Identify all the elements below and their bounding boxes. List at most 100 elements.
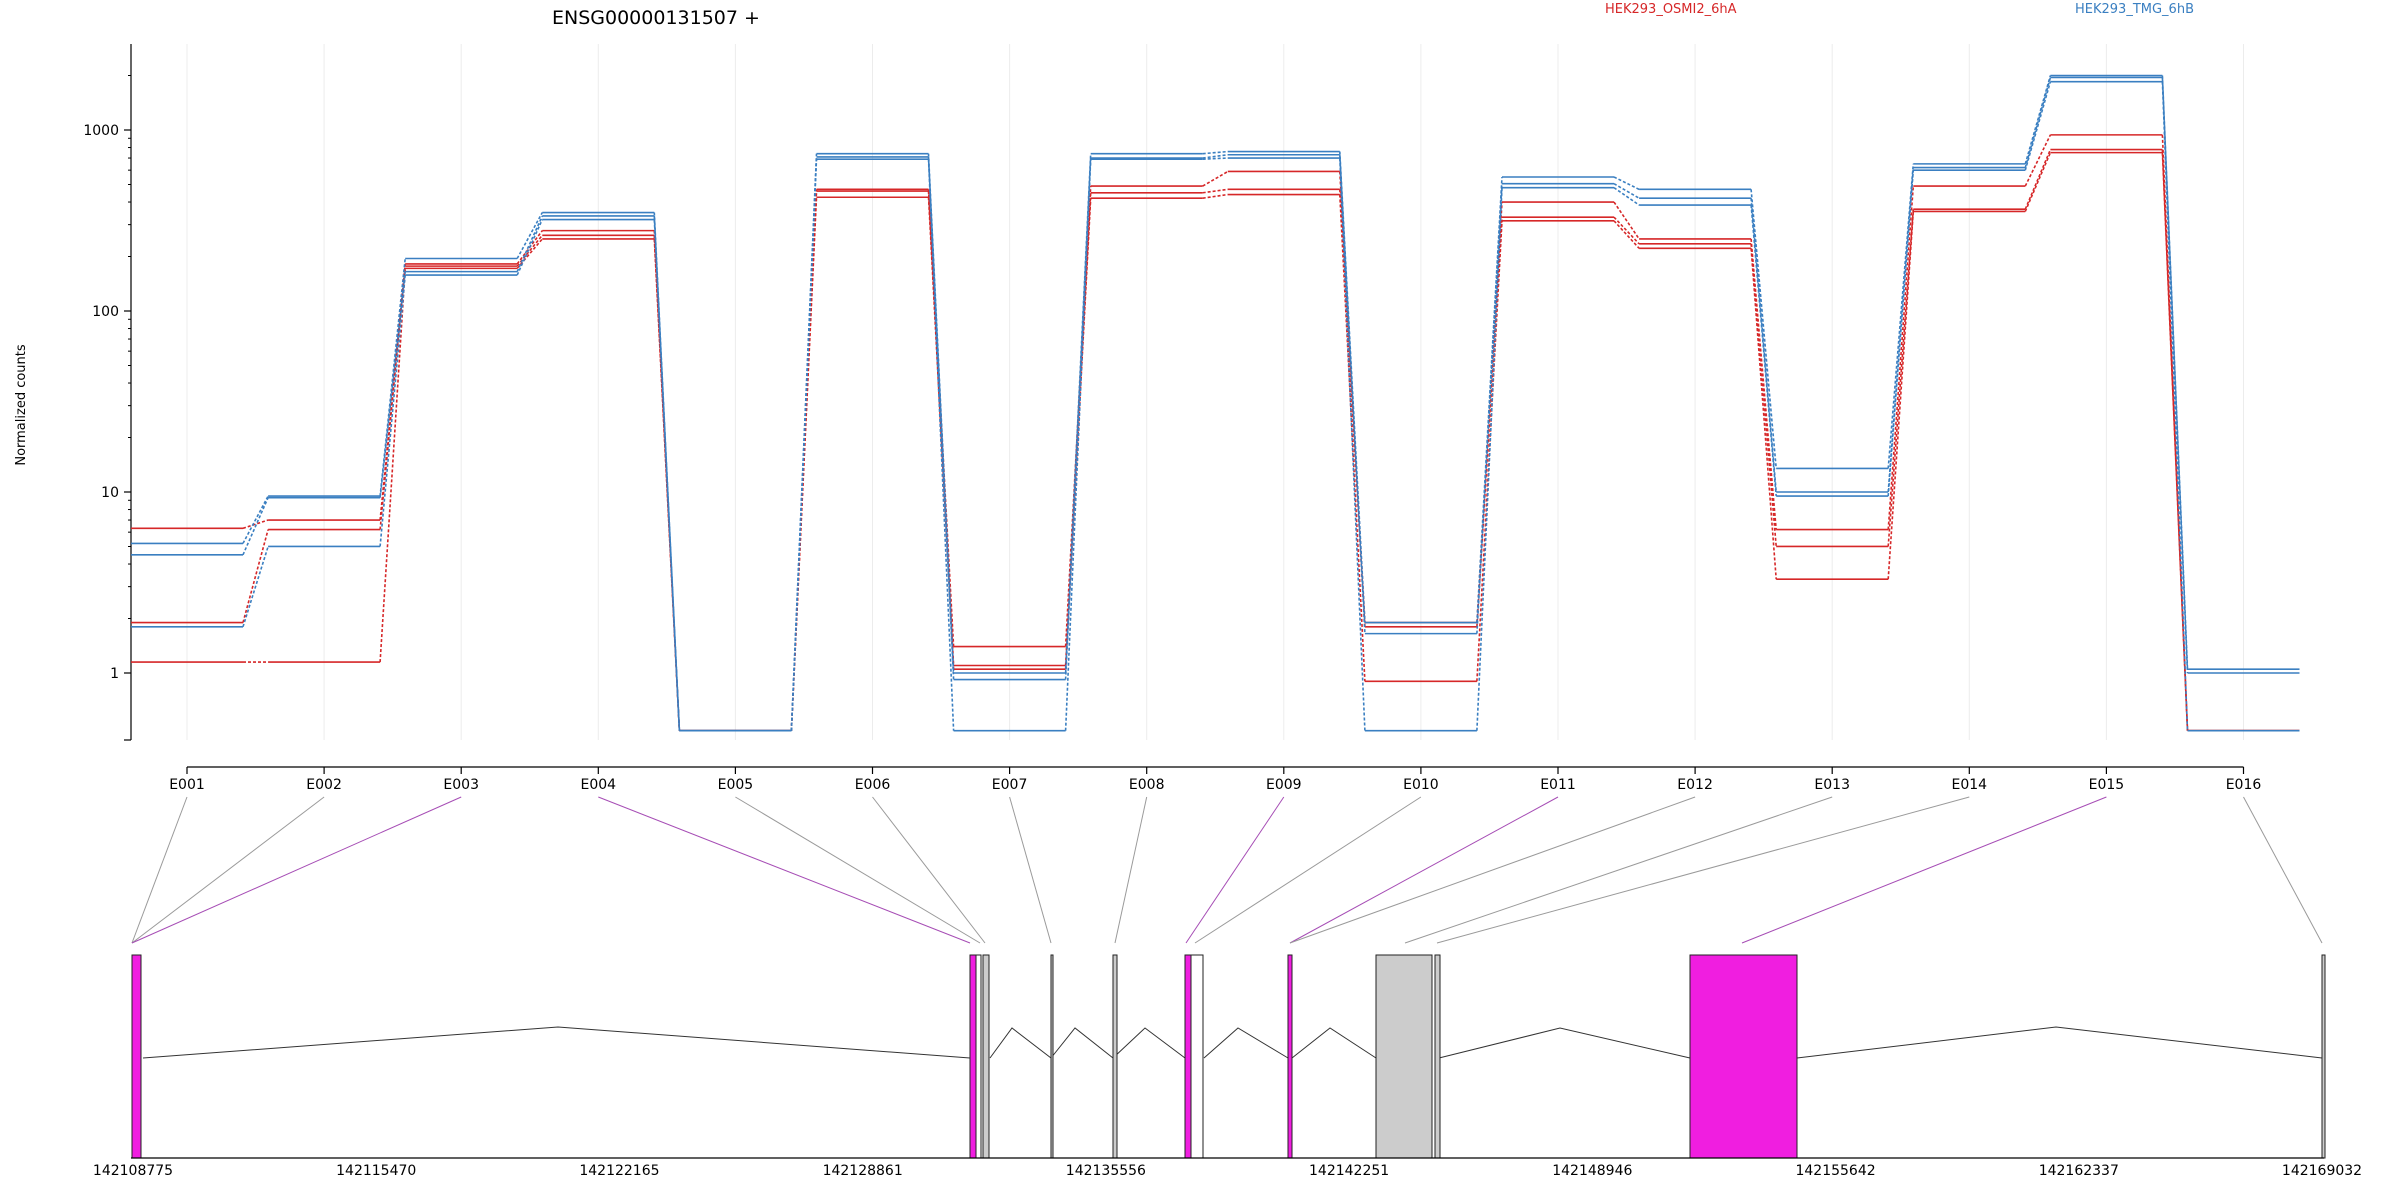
segment-connector <box>1476 187 1503 731</box>
x-tick-label: E014 <box>1952 777 1988 793</box>
segment-connector <box>927 159 955 731</box>
segment-connector <box>379 271 406 498</box>
y-tick-label: 10 <box>101 485 119 501</box>
segment-connector <box>1339 158 1366 731</box>
segment-connector <box>2024 134 2052 187</box>
x-tick-label: E015 <box>2089 777 2125 793</box>
series-line <box>131 148 2300 732</box>
exon-block <box>1050 954 1054 1159</box>
segment-connector <box>242 519 269 530</box>
exon-block <box>1287 954 1293 1159</box>
exon-connector <box>1289 796 1559 944</box>
segment-connector <box>1476 220 1503 682</box>
legend-entry-tmg: HEK293_TMG_6hB <box>2075 2 2194 17</box>
y-tick-label: 1 <box>110 666 119 682</box>
series-line <box>131 80 2300 732</box>
x-tick-label: E006 <box>855 777 891 793</box>
intron-line <box>1796 1026 2323 1059</box>
genomic-coordinate-label: 142155642 <box>1795 1163 1875 1179</box>
segment-connector <box>516 219 544 276</box>
segment-connector <box>242 546 269 628</box>
segment-connector <box>1202 188 1228 194</box>
segment-connector <box>1887 186 1915 530</box>
segment-connector <box>516 212 544 259</box>
intron-line <box>1203 1027 1289 1059</box>
exon-block <box>1190 954 1204 1159</box>
segment-connector <box>927 156 955 680</box>
exon-block <box>975 954 982 1159</box>
exon-connector <box>1194 796 1422 944</box>
segment-connector <box>2024 77 2052 168</box>
series-line <box>131 74 2300 732</box>
gene-model <box>131 954 2326 1159</box>
y-tick-label: 100 <box>92 304 119 320</box>
segment-connector <box>2024 149 2052 210</box>
genomic-coordinate-axis: 142108775 142115470 142122165 142128861 1421… <box>93 1157 2362 1179</box>
x-axis: E001 E002 E003 E004 E005 E006 E007 E008 E009 E010… <box>169 766 2262 793</box>
segment-connector <box>242 529 269 623</box>
y-axis: 1 10 100 1000 <box>83 44 132 741</box>
exon-connector-lines <box>131 796 2323 944</box>
segment-connector <box>2161 152 2189 731</box>
segment-connector <box>1202 150 1228 155</box>
x-tick-label: E009 <box>1266 777 1302 793</box>
exon-connector <box>131 796 325 944</box>
segment-connector <box>2161 81 2189 731</box>
x-tick-label: E012 <box>1677 777 1713 793</box>
genomic-coordinate-label: 142148946 <box>1552 1163 1632 1179</box>
segment-connector <box>1750 189 1777 469</box>
segment-connector <box>1202 193 1228 199</box>
segment-connector <box>1887 209 1915 547</box>
segment-connector <box>516 215 544 272</box>
segment-connector <box>1064 159 1092 731</box>
x-tick-label: E002 <box>306 777 342 793</box>
exon-connector <box>872 796 986 944</box>
segment-connector <box>1202 170 1229 187</box>
segment-connector <box>1887 211 1915 580</box>
segment-connector <box>379 274 406 547</box>
genomic-coordinate-label: 142108775 <box>93 1163 173 1179</box>
x-tick-label: E016 <box>2226 777 2262 793</box>
genomic-coordinate-label: 142169032 <box>2282 1163 2362 1179</box>
intron-line <box>1050 1027 1114 1059</box>
intron-line <box>1112 1027 1186 1059</box>
x-tick-label: E001 <box>169 777 205 793</box>
x-tick-label: E003 <box>443 777 479 793</box>
exon-connector <box>1404 796 1833 944</box>
segment-connector <box>379 266 406 530</box>
segment-connector <box>1613 216 1640 245</box>
intron-line <box>1438 1027 1691 1059</box>
series-line <box>131 134 2300 732</box>
exon-connector <box>2243 796 2323 944</box>
exon-block <box>2321 954 2326 1159</box>
segment-connector <box>1613 187 1640 206</box>
segment-connector <box>2024 81 2052 171</box>
segment-connector <box>379 268 406 663</box>
exon-block <box>982 954 990 1159</box>
exon-connector <box>735 796 981 944</box>
expression-panel: ENSG00000131507 + HEK293_OSMI2_6hA HEK29… <box>14 2 2300 793</box>
genomic-coordinate-label: 142135556 <box>1066 1163 1146 1179</box>
legend-entry-osmi2: HEK293_OSMI2_6hA <box>1605 2 1737 17</box>
genomic-coordinate-label: 142142251 <box>1309 1163 1389 1179</box>
x-tick-label: E011 <box>1540 777 1576 793</box>
chart-title: ENSG00000131507 + <box>552 7 760 29</box>
x-tick-label: E007 <box>992 777 1028 793</box>
segment-connector <box>1750 204 1777 497</box>
x-tick-label: E004 <box>581 777 617 793</box>
exon-block <box>1375 954 1433 1159</box>
exon-connector <box>598 796 971 944</box>
genomic-coordinate-label: 142128861 <box>823 1163 903 1179</box>
exon-connector <box>1436 796 1970 944</box>
segment-connector <box>1887 163 1915 469</box>
segment-connector <box>790 159 818 731</box>
segment-connector <box>1339 194 1366 682</box>
series-line <box>131 151 2300 732</box>
segment-connector <box>1202 157 1228 160</box>
segment-connector <box>1613 220 1640 249</box>
segment-connector <box>653 219 681 731</box>
segment-connector <box>1750 238 1777 530</box>
segment-connector <box>1887 170 1915 497</box>
segment-connector <box>790 197 818 731</box>
grid-lines <box>186 44 2244 740</box>
